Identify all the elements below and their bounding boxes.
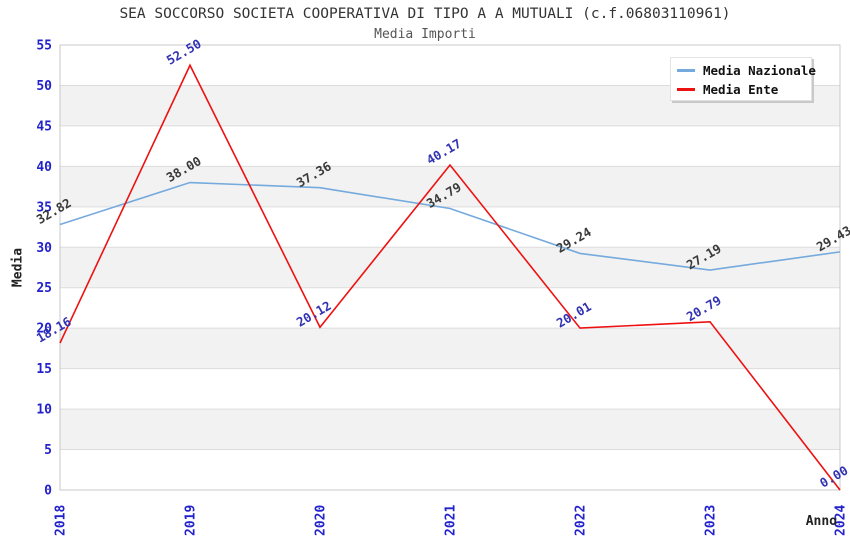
- y-tick-label: 35: [36, 200, 52, 215]
- plot-band: [60, 247, 840, 288]
- y-tick-label: 40: [36, 160, 52, 175]
- chart-subtitle: Media Importi: [374, 27, 476, 42]
- media-nazionale-line-swatch: [677, 69, 695, 72]
- media-ente-line-swatch: [677, 88, 695, 91]
- plot-band: [60, 409, 840, 450]
- plot-band: [60, 206, 840, 248]
- series-line-media-ente[interactable]: [59, 63, 841, 491]
- legend-item-media-ente[interactable]: Media Ente: [677, 80, 811, 99]
- x-axis-title: Anno: [805, 514, 837, 529]
- plot-band: [60, 328, 840, 369]
- plot-border: [59, 44, 841, 491]
- x-tick-label: 2022: [574, 505, 589, 536]
- x-tick-label: 2024: [834, 505, 849, 536]
- plot-band: [60, 125, 840, 167]
- plot-band: [60, 368, 840, 410]
- y-tick-label: 15: [36, 362, 52, 377]
- legend-label-media-ente: Media Ente: [703, 82, 779, 97]
- x-tick-label: 2018: [54, 505, 69, 536]
- x-tick-label: 2020: [314, 505, 329, 536]
- legend-item-media-nazionale[interactable]: Media Nazionale: [677, 61, 816, 80]
- x-tick-label: 2019: [184, 505, 199, 536]
- y-tick-label: 30: [36, 241, 52, 256]
- y-tick-label: 20: [36, 322, 52, 337]
- y-tick-label: 55: [36, 39, 52, 54]
- plot-band: [60, 166, 840, 207]
- y-tick-label: 25: [36, 281, 52, 296]
- y-tick-label: 50: [36, 79, 52, 94]
- legend: Media Nazionale Media Ente: [670, 57, 816, 101]
- y-tick-label: 10: [36, 403, 52, 418]
- chart-title: SEA SOCCORSO SOCIETA COOPERATIVA DI TIPO…: [119, 6, 731, 22]
- y-axis-title: Media: [10, 247, 26, 288]
- legend-label-media-nazionale: Media Nazionale: [703, 63, 816, 78]
- y-tick-label: 5: [44, 443, 52, 458]
- x-tick-label: 2021: [444, 505, 459, 536]
- plot-band: [60, 287, 840, 329]
- y-tick-label: 0: [44, 484, 52, 499]
- plot-band: [60, 449, 840, 490]
- series-line-media-nazionale[interactable]: [59, 181, 841, 271]
- y-tick-label: 45: [36, 119, 52, 134]
- x-tick-label: 2023: [704, 505, 719, 536]
